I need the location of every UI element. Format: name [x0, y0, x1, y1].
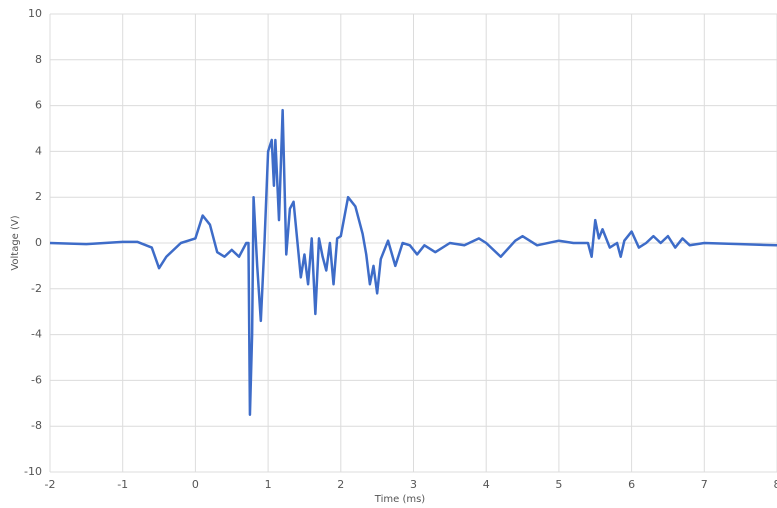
- x-tick-label: -2: [45, 478, 56, 491]
- x-tick-label: 7: [701, 478, 708, 491]
- x-tick-label: 3: [410, 478, 417, 491]
- y-tick-label: -10: [24, 465, 42, 478]
- x-tick-label: 8: [774, 478, 777, 491]
- y-tick-label: -8: [31, 419, 42, 432]
- x-tick-label: 2: [337, 478, 344, 491]
- x-tick-label: 4: [483, 478, 490, 491]
- x-tick-label: 1: [265, 478, 272, 491]
- x-axis-label: Time (ms): [374, 494, 426, 505]
- y-tick-label: 2: [35, 190, 42, 203]
- data-line: [49, 108, 777, 416]
- y-tick-label: -6: [31, 373, 42, 386]
- y-axis-label: Voltage (V): [10, 215, 21, 270]
- x-tick-label: -1: [117, 478, 128, 491]
- x-tick-label: 0: [192, 478, 199, 491]
- y-tick-label: -2: [31, 282, 42, 295]
- x-tick-label: 5: [555, 478, 562, 491]
- y-tick-label: 4: [35, 144, 42, 157]
- y-tick-label: 10: [28, 7, 42, 20]
- y-tick-label: 8: [35, 53, 42, 66]
- x-tick-label: 6: [628, 478, 635, 491]
- y-tick-label: 6: [35, 99, 42, 112]
- y-tick-label: 0: [35, 236, 42, 249]
- y-tick-label: -4: [31, 328, 42, 341]
